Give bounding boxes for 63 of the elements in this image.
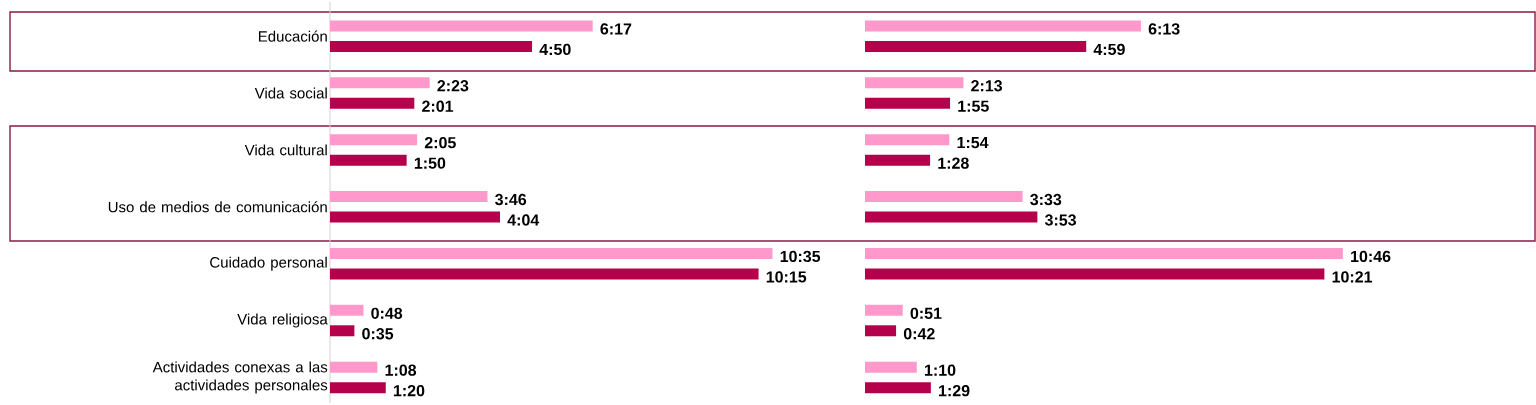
bar [865, 134, 950, 146]
y-tick-label: Cuidado personal [210, 256, 327, 271]
bar [330, 247, 773, 259]
data-label: 10:15 [766, 271, 807, 283]
data-label: 1:28 [938, 157, 969, 169]
bar [865, 361, 917, 373]
data-label: 0:48 [371, 307, 403, 319]
bar [330, 77, 430, 89]
bar [330, 304, 364, 316]
data-label: 0:51 [910, 307, 942, 319]
bar [330, 20, 593, 32]
bar [330, 191, 488, 203]
bar [865, 154, 931, 166]
data-label: 2:13 [971, 80, 1003, 92]
y-tick-label: Uso de medios de comunicación [108, 201, 327, 213]
bar [330, 268, 759, 280]
data-label: 3:53 [1044, 214, 1076, 226]
data-label: 1:55 [958, 100, 989, 112]
bar [330, 134, 418, 146]
bar [330, 361, 378, 373]
y-tick-label: Educación [258, 30, 327, 42]
data-label: 6:13 [1148, 23, 1180, 35]
data-label: 10:21 [1332, 271, 1373, 283]
data-label: 4:59 [1093, 43, 1125, 56]
data-label: 4:50 [539, 43, 571, 56]
bar [865, 40, 1087, 52]
bar [330, 325, 355, 337]
y-tick-label: Actividades conexas a las actividades personales [152, 361, 328, 394]
data-label: 1:20 [393, 384, 425, 397]
data-label: 2:01 [422, 100, 454, 112]
bar [865, 304, 903, 316]
data-label: 0:35 [362, 328, 394, 340]
y-tick-label: Vida cultural [244, 144, 327, 156]
data-label: 1:29 [939, 384, 970, 397]
data-label: 10:35 [780, 250, 821, 263]
data-label: 10:46 [1351, 250, 1391, 263]
bar [865, 97, 951, 109]
bar [865, 20, 1141, 32]
data-label: 4:04 [507, 214, 540, 226]
bar [865, 247, 1343, 259]
data-label: 1:10 [925, 364, 956, 376]
data-label: 2:05 [424, 137, 456, 149]
data-label: 1:54 [957, 137, 989, 149]
bar [330, 154, 407, 166]
y-tick-label: Vida religiosa [237, 313, 328, 328]
bar [865, 77, 964, 89]
data-label: 6:17 [600, 23, 632, 35]
data-label: 0:42 [903, 328, 935, 340]
bar [330, 97, 415, 109]
bar [330, 40, 533, 52]
data-label: 1:50 [414, 157, 446, 169]
data-label: 1:08 [385, 364, 417, 376]
bar [865, 325, 897, 337]
y-tick-label: Vida social [254, 87, 327, 99]
bar [865, 382, 931, 394]
data-label: 3:46 [495, 193, 527, 206]
bar [865, 268, 1325, 280]
bar [865, 191, 1023, 203]
data-label: 3:33 [1030, 193, 1062, 206]
bar [330, 382, 386, 394]
data-label: 2:23 [437, 80, 469, 92]
bar [865, 211, 1038, 223]
bar [330, 211, 501, 223]
